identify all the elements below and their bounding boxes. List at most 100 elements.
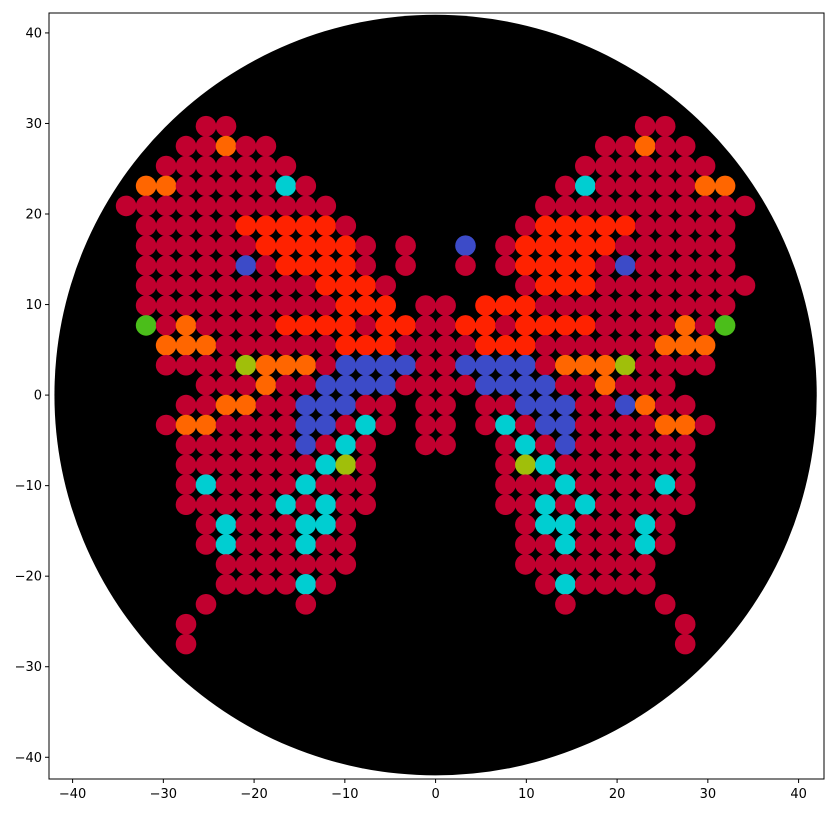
scatter-point xyxy=(615,175,636,197)
scatter-point xyxy=(515,454,536,476)
scatter-point xyxy=(235,574,257,595)
scatter-point xyxy=(435,315,456,336)
scatter-point xyxy=(215,295,237,316)
scatter-point xyxy=(595,434,616,456)
scatter-point xyxy=(235,315,257,336)
scatter-point xyxy=(654,315,676,336)
axis-ticks: −40 −30 −20 −10 0 10 20 30 40 −40 −30 −20 −10 0 10 20 30… xyxy=(15,26,807,802)
scatter-point xyxy=(654,434,676,456)
scatter-point xyxy=(255,255,277,276)
scatter-point xyxy=(634,195,656,217)
scatter-point xyxy=(315,295,337,316)
scatter-point xyxy=(674,235,696,256)
scatter-point xyxy=(275,195,297,217)
scatter-point xyxy=(595,354,616,376)
scatter-point xyxy=(595,275,616,296)
scatter-point xyxy=(295,215,317,237)
scatter-point xyxy=(595,135,616,157)
scatter-point xyxy=(495,414,516,436)
scatter-point xyxy=(355,374,377,396)
scatter-point xyxy=(275,175,297,197)
scatter-point xyxy=(215,554,237,575)
scatter-point xyxy=(495,494,516,515)
scatter-point xyxy=(535,574,556,595)
scatter-point xyxy=(515,554,536,575)
scatter-point xyxy=(674,494,696,515)
scatter-point xyxy=(694,215,716,237)
scatter-point xyxy=(595,374,616,396)
scatter-point xyxy=(195,454,217,476)
scatter-point xyxy=(215,195,237,217)
scatter-point xyxy=(615,255,636,276)
scatter-point xyxy=(315,514,337,535)
scatter-point xyxy=(315,394,337,416)
scatter-point xyxy=(215,474,237,496)
scatter-point xyxy=(535,554,556,575)
scatter-point xyxy=(235,474,257,496)
scatter-point xyxy=(235,394,257,416)
scatter-point xyxy=(694,255,716,276)
x-tick-label: 40 xyxy=(790,787,807,802)
scatter-point xyxy=(634,354,656,376)
scatter-point xyxy=(215,215,237,237)
scatter-point xyxy=(355,335,377,356)
scatter-point xyxy=(215,275,237,296)
scatter-point xyxy=(714,255,736,276)
scatter-point xyxy=(475,374,496,396)
scatter-point xyxy=(535,474,556,496)
scatter-point xyxy=(355,474,377,496)
scatter-point xyxy=(615,374,636,396)
scatter-point xyxy=(674,354,696,376)
scatter-point xyxy=(375,295,397,316)
scatter-point xyxy=(375,335,397,356)
scatter-point xyxy=(135,295,157,316)
scatter-point xyxy=(515,235,536,256)
scatter-point xyxy=(555,255,576,276)
scatter-point xyxy=(315,275,337,296)
scatter-point xyxy=(155,235,177,256)
scatter-point xyxy=(515,474,536,496)
scatter-point xyxy=(295,434,317,456)
scatter-point xyxy=(615,434,636,456)
scatter-point xyxy=(634,454,656,476)
scatter-point xyxy=(155,215,177,237)
scatter-point xyxy=(634,315,656,336)
scatter-point xyxy=(155,315,177,336)
scatter-point xyxy=(595,454,616,476)
x-tick-label: 30 xyxy=(700,787,717,802)
y-tick-label: 30 xyxy=(25,117,42,132)
scatter-point xyxy=(315,494,337,515)
scatter-point xyxy=(634,514,656,535)
scatter-point xyxy=(555,315,576,336)
scatter-point xyxy=(595,195,616,217)
scatter-point xyxy=(195,215,217,237)
scatter-point xyxy=(335,335,357,356)
scatter-point xyxy=(215,514,237,535)
scatter-point xyxy=(315,534,337,555)
x-tick-label: 20 xyxy=(609,787,626,802)
scatter-point xyxy=(535,315,556,336)
scatter-point xyxy=(555,414,576,436)
scatter-point xyxy=(235,175,257,197)
scatter-point xyxy=(275,255,297,276)
scatter-point xyxy=(315,195,337,217)
scatter-point xyxy=(654,275,676,296)
scatter-point xyxy=(674,335,696,356)
scatter-point xyxy=(175,434,197,456)
scatter-point xyxy=(555,215,576,237)
scatter-point xyxy=(475,315,496,336)
scatter-point xyxy=(415,315,436,336)
scatter-point xyxy=(195,434,217,456)
scatter-point xyxy=(255,454,277,476)
scatter-point xyxy=(155,335,177,356)
scatter-point xyxy=(155,255,177,276)
scatter-point xyxy=(355,454,377,476)
scatter-point xyxy=(654,155,676,177)
scatter-point xyxy=(714,195,736,217)
scatter-point xyxy=(315,255,337,276)
scatter-point xyxy=(275,394,297,416)
scatter-point xyxy=(175,255,197,276)
scatter-point xyxy=(535,494,556,515)
scatter-point xyxy=(275,155,297,177)
scatter-point xyxy=(555,175,576,197)
